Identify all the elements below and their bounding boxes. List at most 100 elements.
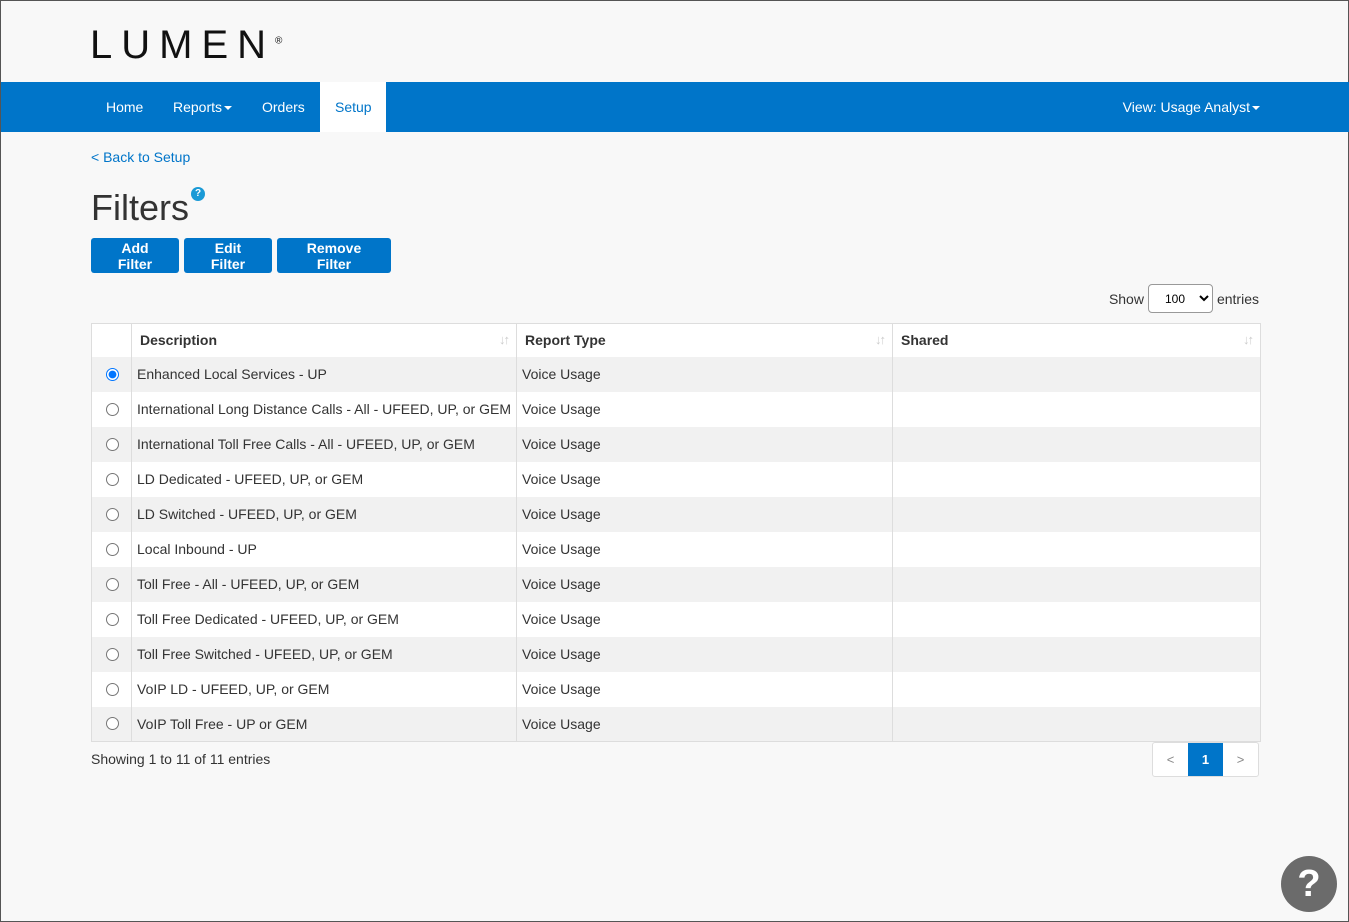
shared-cell (892, 391, 1261, 427)
row-radio-cell (91, 426, 132, 462)
select-header (91, 323, 132, 357)
main-nav: Home Reports Orders Setup View: Usage An… (1, 82, 1349, 132)
row-radio-cell (91, 531, 132, 567)
remove-filter-button[interactable]: Remove Filter (277, 238, 391, 273)
report-type-cell: Voice Usage (516, 461, 894, 497)
header-description[interactable]: Description ↓↑ (130, 323, 518, 357)
page-title: Filters (91, 187, 189, 228)
row-radio-cell (91, 566, 132, 602)
row-radio-cell (91, 496, 132, 532)
report-type-cell: Voice Usage (516, 566, 894, 602)
description-cell: Toll Free Dedicated - UFEED, UP, or GEM (130, 601, 518, 637)
table-info: Showing 1 to 11 of 11 entries (91, 751, 271, 767)
shared-cell (892, 671, 1261, 707)
back-to-setup-link[interactable]: < Back to Setup (91, 149, 191, 165)
description-cell: International Long Distance Calls - All … (130, 391, 518, 427)
table-row[interactable]: Toll Free Dedicated - UFEED, UP, or GEM … (91, 601, 1261, 637)
table-row[interactable]: Toll Free Switched - UFEED, UP, or GEM V… (91, 636, 1261, 672)
report-type-cell: Voice Usage (516, 706, 894, 742)
caret-down-icon (1252, 106, 1260, 111)
sort-icon: ↓↑ (499, 332, 510, 347)
nav-home[interactable]: Home (106, 99, 144, 115)
table-row[interactable]: International Toll Free Calls - All - UF… (91, 426, 1261, 462)
table-row[interactable]: VoIP Toll Free - UP or GEM Voice Usage (91, 706, 1261, 742)
header-shared[interactable]: Shared ↓↑ (892, 323, 1261, 357)
row-radio[interactable] (106, 682, 119, 696)
description-cell: International Toll Free Calls - All - UF… (130, 426, 518, 462)
description-cell: LD Switched - UFEED, UP, or GEM (130, 496, 518, 532)
lumen-logo: LUMEN® (90, 23, 283, 67)
report-type-cell: Voice Usage (516, 601, 894, 637)
shared-cell (892, 531, 1261, 567)
row-radio[interactable] (106, 647, 119, 661)
table-row[interactable]: Toll Free - All - UFEED, UP, or GEM Voic… (91, 566, 1261, 602)
shared-cell (892, 426, 1261, 462)
description-cell: Enhanced Local Services - UP (130, 356, 518, 392)
view-label: View: Usage Analyst (1122, 99, 1250, 115)
table-row[interactable]: LD Dedicated - UFEED, UP, or GEM Voice U… (91, 461, 1261, 497)
row-radio[interactable] (106, 577, 119, 591)
sort-icon: ↓↑ (1243, 332, 1254, 347)
page-1-button[interactable]: 1 (1188, 743, 1223, 776)
report-type-cell: Voice Usage (516, 426, 894, 462)
shared-cell (892, 461, 1261, 497)
nav-reports[interactable]: Reports (158, 82, 247, 132)
description-cell: VoIP Toll Free - UP or GEM (130, 706, 518, 742)
row-radio[interactable] (106, 402, 119, 416)
row-radio[interactable] (106, 717, 119, 731)
shared-cell (892, 706, 1261, 742)
table-row[interactable]: LD Switched - UFEED, UP, or GEM Voice Us… (91, 496, 1261, 532)
row-radio-cell (91, 601, 132, 637)
row-radio[interactable] (106, 437, 119, 451)
row-radio[interactable] (106, 367, 119, 381)
description-cell: Toll Free Switched - UFEED, UP, or GEM (130, 636, 518, 672)
row-radio-cell (91, 671, 132, 707)
prev-page-button[interactable]: < (1166, 752, 1175, 767)
row-radio[interactable] (106, 472, 119, 486)
shared-cell (892, 356, 1261, 392)
show-entries: Show 100 entries (1109, 284, 1259, 313)
table-row[interactable]: VoIP LD - UFEED, UP, or GEM Voice Usage (91, 671, 1261, 707)
row-radio-cell (91, 461, 132, 497)
help-fab-button[interactable]: ? (1281, 856, 1337, 912)
row-radio[interactable] (106, 507, 119, 521)
report-type-cell: Voice Usage (516, 356, 894, 392)
report-type-cell: Voice Usage (516, 671, 894, 707)
report-type-cell: Voice Usage (516, 496, 894, 532)
table-row[interactable]: International Long Distance Calls - All … (91, 391, 1261, 427)
pagination: < 1 > (1152, 742, 1259, 777)
view-dropdown[interactable]: View: Usage Analyst (1108, 82, 1275, 132)
table-row[interactable]: Local Inbound - UP Voice Usage (91, 531, 1261, 567)
row-radio-cell (91, 391, 132, 427)
help-icon[interactable]: ? (191, 187, 205, 201)
row-radio[interactable] (106, 612, 119, 626)
row-radio[interactable] (106, 542, 119, 556)
description-cell: Local Inbound - UP (130, 531, 518, 567)
row-radio-cell (91, 636, 132, 672)
report-type-cell: Voice Usage (516, 391, 894, 427)
nav-orders[interactable]: Orders (262, 99, 305, 115)
nav-setup[interactable]: Setup (320, 82, 386, 132)
edit-filter-button[interactable]: Edit Filter (184, 238, 272, 273)
show-label: Show (1108, 290, 1144, 307)
shared-cell (892, 601, 1261, 637)
next-page-button[interactable]: > (1236, 752, 1245, 767)
entries-label: entries (1216, 290, 1259, 307)
row-radio-cell (91, 356, 132, 392)
description-cell: LD Dedicated - UFEED, UP, or GEM (130, 461, 518, 497)
report-type-cell: Voice Usage (516, 636, 894, 672)
report-type-cell: Voice Usage (516, 531, 894, 567)
shared-cell (892, 566, 1261, 602)
add-filter-button[interactable]: Add Filter (91, 238, 179, 273)
row-radio-cell (91, 706, 132, 742)
table-row[interactable]: Enhanced Local Services - UP Voice Usage (91, 356, 1261, 392)
description-cell: VoIP LD - UFEED, UP, or GEM (130, 671, 518, 707)
header-report-type[interactable]: Report Type ↓↑ (516, 323, 894, 357)
entries-select[interactable]: 100 (1147, 284, 1213, 313)
shared-cell (892, 636, 1261, 672)
nav-reports-label: Reports (173, 99, 223, 115)
sort-icon: ↓↑ (875, 332, 886, 347)
description-cell: Toll Free - All - UFEED, UP, or GEM (130, 566, 518, 602)
filters-table: Description ↓↑ Report Type ↓↑ Shared ↓↑ Enh… (91, 323, 1261, 742)
caret-down-icon (224, 106, 233, 111)
